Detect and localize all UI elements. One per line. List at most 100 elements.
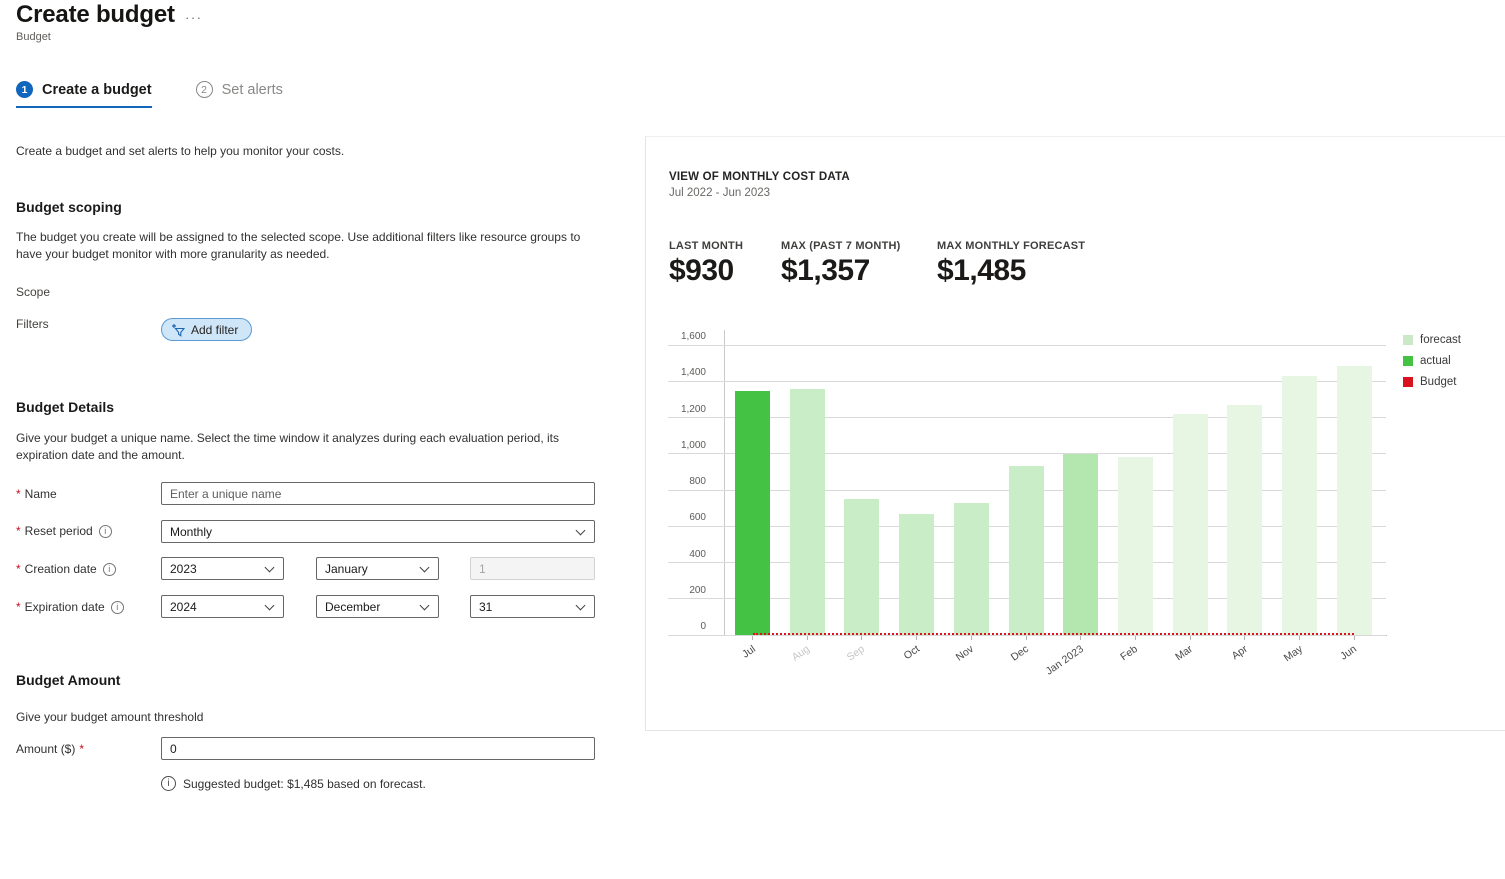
y-tick-label: 1,200 — [680, 403, 706, 415]
stat-value: $1,357 — [781, 254, 870, 287]
suggested-budget-text: Suggested budget: $1,485 based on foreca… — [183, 776, 426, 791]
budget-amount-description: Give your budget amount threshold — [16, 710, 204, 724]
x-tick — [806, 636, 808, 640]
chevron-down-icon — [575, 525, 586, 536]
y-tick-label: 1,000 — [680, 439, 706, 451]
creation-year-value: 2023 — [170, 561, 197, 576]
y-tick-label: 1,600 — [680, 331, 706, 342]
chevron-down-icon — [264, 600, 275, 611]
legend-label: actual — [1420, 355, 1451, 367]
creation-year-dropdown[interactable]: 2023 — [161, 557, 284, 580]
legend-item-budget: Budget — [1403, 376, 1461, 388]
legend-swatch — [1403, 356, 1413, 366]
chart-plot: 0 200 400 600 800 1,000 1,200 1,400 1,600 Jul Aug S… — [668, 330, 1387, 678]
page-title: Create budget — [16, 1, 175, 28]
expiration-day-value: 31 — [479, 599, 493, 614]
legend-item-actual: actual — [1403, 355, 1461, 367]
creation-month-value: January — [325, 561, 368, 576]
add-filter-button[interactable]: Add filter — [161, 318, 253, 341]
info-icon: i — [102, 562, 116, 576]
expiration-date-label: * Expiration date i — [16, 600, 124, 614]
legend-swatch — [1403, 335, 1413, 345]
x-tick — [916, 636, 918, 640]
required-marker: * — [16, 487, 21, 501]
chevron-down-icon — [575, 600, 586, 611]
bar-mar — [1172, 413, 1208, 635]
legend-label: forecast — [1420, 334, 1461, 346]
x-tick — [1189, 636, 1191, 640]
tab-number-badge: 2 — [195, 81, 213, 98]
budget-scoping-heading: Budget scoping — [16, 199, 122, 215]
tab-number-badge: 1 — [16, 81, 33, 98]
x-tick — [1134, 636, 1136, 640]
y-tick-label: 200 — [689, 584, 706, 596]
add-filter-label: Add filter — [191, 322, 239, 337]
intro-text: Create a budget and set alerts to help y… — [16, 144, 345, 158]
gridline — [668, 453, 1386, 455]
required-marker: * — [16, 600, 21, 614]
chevron-down-icon — [264, 562, 275, 573]
creation-day-input-disabled — [470, 557, 595, 580]
wizard-tabs: 1 Create a budget 2 Set alerts — [16, 81, 283, 108]
required-marker: * — [79, 742, 85, 756]
reset-period-label: * Reset period i — [16, 524, 112, 538]
bar-jan-2023 — [1063, 453, 1099, 635]
gridline — [668, 380, 1386, 382]
tab-label: Create a budget — [42, 81, 152, 98]
gridline — [668, 344, 1386, 346]
y-tick-label: 800 — [689, 476, 706, 487]
breadcrumb: Budget — [16, 31, 51, 43]
expiration-month-dropdown[interactable]: December — [316, 595, 439, 618]
info-icon: i — [98, 524, 112, 538]
creation-date-label: * Creation date i — [16, 562, 116, 576]
bar-jun — [1336, 365, 1372, 635]
budget-details-description: Give your budget a unique name. Select t… — [16, 431, 559, 462]
x-tick — [970, 636, 972, 640]
context-menu-button[interactable]: ··· — [181, 8, 207, 27]
y-tick-label: 600 — [689, 512, 706, 524]
suggested-budget-note: i Suggested budget: $1,485 based on fore… — [161, 776, 426, 791]
legend-label: Budget — [1420, 376, 1457, 388]
budget-line — [752, 632, 1355, 635]
chevron-down-icon — [419, 562, 430, 573]
tab-set-alerts[interactable]: 2 Set alerts — [195, 81, 283, 108]
bar-dec — [1008, 466, 1044, 635]
legend-item-forecast: forecast — [1403, 334, 1461, 346]
reset-period-value: Monthly — [170, 524, 213, 539]
name-label: * Name — [16, 487, 57, 501]
x-tick — [1025, 636, 1027, 640]
add-filter-icon — [171, 323, 185, 337]
x-tick — [1353, 636, 1355, 640]
expiration-month-value: December — [325, 599, 381, 614]
expiration-year-dropdown[interactable]: 2024 — [161, 595, 284, 618]
stat-last-month: LAST MONTH $930 — [669, 240, 744, 287]
reset-period-dropdown[interactable]: Monthly — [161, 520, 595, 543]
bar-feb — [1117, 457, 1153, 635]
panel-date-range: Jul 2022 - Jun 2023 — [669, 187, 771, 199]
bar-may — [1282, 375, 1317, 635]
x-tick — [1244, 636, 1246, 640]
creation-month-dropdown[interactable]: January — [316, 557, 439, 580]
amount-input[interactable] — [161, 737, 595, 760]
x-tick — [861, 636, 863, 640]
bar-nov — [953, 502, 989, 635]
legend-swatch — [1403, 377, 1413, 387]
required-marker: * — [16, 524, 21, 538]
expiration-year-value: 2024 — [170, 599, 197, 614]
amount-label: Amount ($) * — [16, 742, 85, 756]
scope-label: Scope — [16, 285, 51, 299]
info-icon: i — [161, 776, 176, 791]
gridline — [668, 417, 1386, 418]
bar-apr — [1227, 404, 1263, 635]
panel-title: VIEW OF MONTHLY COST DATA — [669, 171, 850, 183]
stat-value: $1,485 — [937, 254, 1026, 287]
expiration-day-dropdown[interactable]: 31 — [470, 595, 595, 618]
required-marker: * — [16, 562, 21, 576]
tab-create-a-budget[interactable]: 1 Create a budget — [16, 81, 152, 108]
name-input[interactable] — [161, 482, 595, 505]
y-tick-label: 1,400 — [680, 367, 706, 379]
budget-details-heading: Budget Details — [16, 399, 115, 415]
bar-sep — [844, 499, 880, 635]
x-tick — [752, 636, 753, 640]
